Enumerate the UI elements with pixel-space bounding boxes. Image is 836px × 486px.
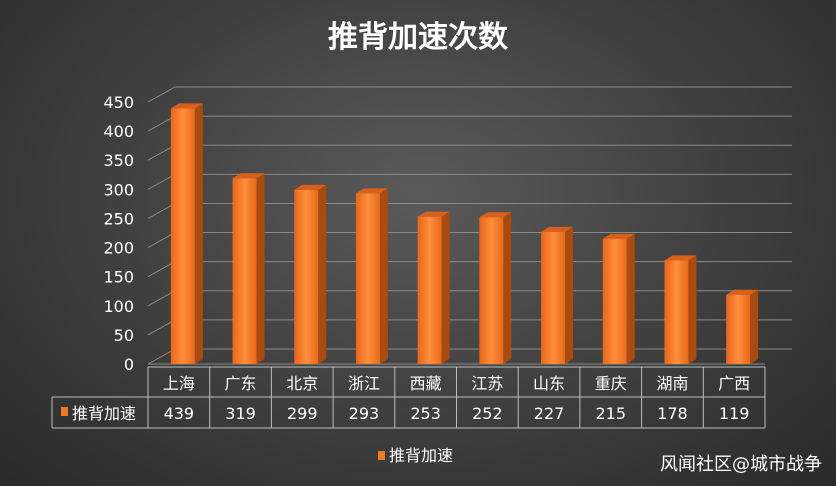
bar-top	[479, 212, 512, 218]
bar	[602, 233, 635, 364]
y-tick-label: 100	[103, 297, 134, 316]
bar-side	[318, 184, 327, 364]
data-table-value: 119	[719, 404, 750, 423]
data-table-value: 252	[472, 404, 503, 423]
bar-front	[355, 193, 380, 364]
x-category-label: 浙江	[348, 374, 380, 393]
bar	[479, 212, 512, 364]
bar-front	[479, 217, 504, 364]
legend: 推背加速	[378, 446, 453, 465]
bar-side	[565, 226, 574, 364]
y-axis: 0 50 100 150 200 250 300 350 400 450	[103, 93, 134, 374]
bar-front	[232, 178, 257, 364]
data-table-value: 253	[410, 404, 441, 423]
gridline	[147, 144, 792, 161]
y-tick-label: 250	[103, 209, 134, 228]
bar-front	[417, 216, 442, 364]
y-tick-label: 50	[114, 326, 134, 345]
bar-side	[688, 255, 697, 364]
bar	[664, 255, 697, 364]
data-table-value: 319	[225, 404, 256, 423]
bars	[170, 103, 759, 364]
data-table-value: 293	[349, 404, 380, 423]
bar-front	[541, 231, 566, 364]
bar-front	[602, 238, 627, 364]
y-tick-label: 350	[103, 151, 134, 170]
watermark: 风闻社区@城市战争	[660, 454, 822, 475]
x-category-label: 山东	[533, 374, 565, 393]
table-series-label: 推背加速	[72, 404, 136, 423]
x-category-label: 广西	[718, 374, 750, 393]
x-category-label: 重庆	[595, 374, 627, 393]
bar	[355, 188, 388, 364]
gridline	[147, 86, 792, 103]
bar-top	[726, 289, 759, 295]
y-tick-label: 450	[103, 93, 134, 112]
x-category-label: 北京	[286, 374, 318, 393]
bar-top	[664, 255, 697, 261]
data-table-value: 227	[534, 404, 565, 423]
bar	[232, 173, 265, 364]
bar-front	[170, 108, 195, 364]
x-category-label: 江苏	[471, 374, 503, 393]
bar	[170, 103, 203, 364]
y-tick-label: 300	[103, 180, 134, 199]
bar-side	[194, 103, 203, 364]
y-tick-label: 0	[124, 355, 134, 374]
x-category-label: 上海	[163, 374, 195, 393]
bar-top	[417, 211, 450, 217]
y-tick-label: 400	[103, 122, 134, 141]
x-category-label: 广东	[225, 374, 257, 393]
y-tick-label: 200	[103, 239, 134, 258]
legend-label: 推背加速	[389, 446, 453, 465]
bar	[417, 211, 450, 364]
bar-side	[750, 289, 759, 364]
bar-side	[441, 211, 450, 364]
bar-side	[503, 212, 512, 364]
bar-top	[541, 226, 574, 232]
data-table-value: 439	[164, 404, 195, 423]
bar-top	[232, 173, 265, 179]
bar-front	[664, 260, 689, 364]
bar-side	[256, 173, 265, 364]
chart-title: 推背加速次数	[328, 20, 509, 55]
bar-top	[170, 103, 203, 109]
bar-top	[602, 233, 635, 239]
x-category-label: 西藏	[410, 374, 442, 393]
y-tick-label: 150	[103, 268, 134, 287]
gridline	[147, 115, 792, 132]
bar-top	[355, 188, 388, 194]
bar	[726, 289, 759, 364]
data-table-value: 215	[595, 404, 626, 423]
bar-top	[294, 184, 327, 190]
bar-front	[726, 294, 751, 364]
bar	[294, 184, 327, 364]
data-table: 上海 439 广东 319 北京 299 浙江 293 西藏 253 江苏 252 山东 227 重庆 215…	[51, 366, 766, 429]
data-table-value: 178	[657, 404, 688, 423]
bar-side	[379, 188, 388, 364]
bar-front	[294, 189, 319, 364]
legend-swatch	[378, 451, 385, 460]
data-table-value: 299	[287, 404, 318, 423]
bar-side	[626, 233, 635, 364]
bar	[541, 226, 574, 364]
table-series-swatch	[61, 407, 68, 416]
x-category-label: 湖南	[656, 374, 688, 393]
